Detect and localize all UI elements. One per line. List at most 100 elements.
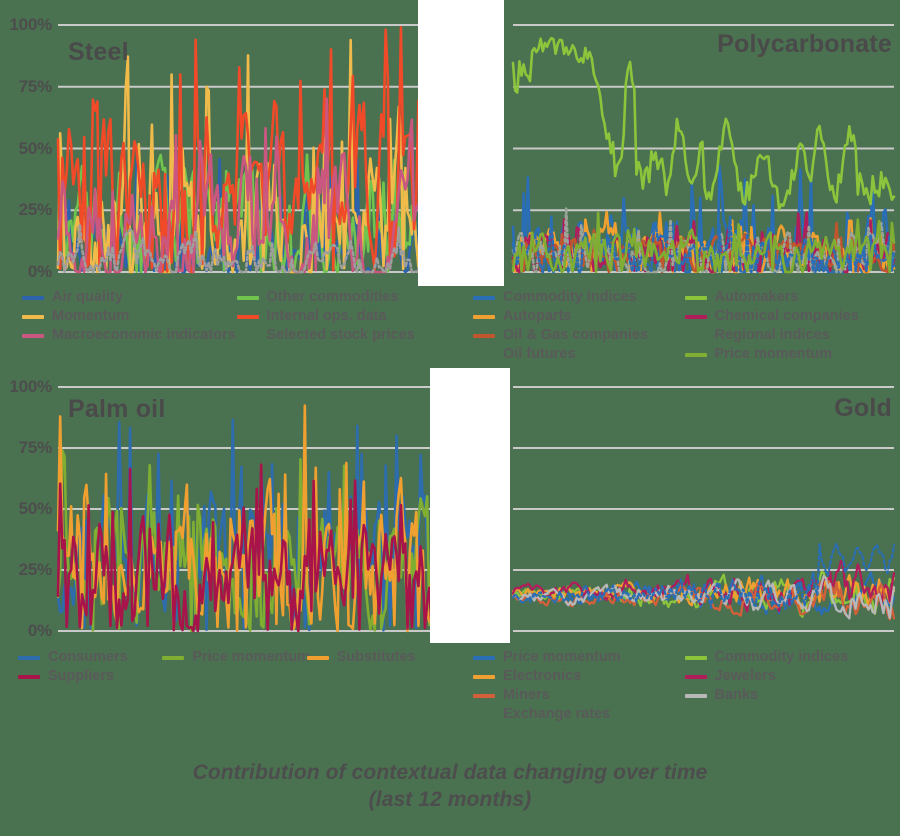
chart-title-steel: Steel bbox=[68, 38, 129, 66]
legend-color-swatch bbox=[473, 693, 495, 698]
caption-line-1: Contribution of contextual data changing… bbox=[192, 760, 708, 784]
line-chart-polycarbonate bbox=[511, 24, 896, 274]
legend-item-label: Chemical companies bbox=[714, 308, 859, 324]
legend-item-label: Consumers bbox=[48, 649, 128, 665]
legend-color-swatch bbox=[22, 295, 44, 300]
legend-item-label: Substitutes bbox=[336, 649, 416, 665]
legend-item[interactable]: Chemical companies bbox=[684, 307, 897, 326]
legend-item-label: Miners bbox=[503, 687, 550, 703]
legend-color-swatch bbox=[685, 333, 707, 338]
legend-color-swatch bbox=[473, 655, 495, 660]
y-axis-tick-label: 100% bbox=[9, 15, 52, 34]
series-line bbox=[56, 223, 451, 274]
series-line bbox=[56, 463, 451, 633]
series-line bbox=[511, 542, 896, 611]
legend-item[interactable]: Suppliers bbox=[18, 667, 162, 686]
chart-panel-steel: 100% 75% 50% 25% 0% Steel Air quality Other c… bbox=[0, 0, 455, 360]
legend-item[interactable]: Price momentum bbox=[162, 648, 310, 667]
legend-item-label: Internal ops. data bbox=[266, 308, 387, 324]
legend-item[interactable]: Momentum bbox=[22, 307, 237, 326]
y-axis-tick-label: 50% bbox=[18, 138, 53, 158]
legend-item[interactable]: Automakers bbox=[684, 288, 897, 307]
legend-item[interactable]: Macroeconomic indicators bbox=[22, 326, 237, 345]
legend-item[interactable]: Price momentum bbox=[684, 345, 897, 364]
legend-item[interactable]: Commodity indices bbox=[684, 648, 897, 667]
legend-color-swatch bbox=[473, 314, 495, 319]
series-line bbox=[511, 36, 896, 211]
y-axis-tick-label: 75% bbox=[18, 438, 53, 457]
legend-steel: Air quality Other commodities Momentum Inte… bbox=[22, 288, 451, 345]
legend-color-swatch bbox=[473, 295, 495, 300]
chart-title-palmoil: Palm oil bbox=[68, 395, 166, 423]
legend-color-swatch bbox=[22, 314, 44, 319]
legend-item[interactable]: Oil futures bbox=[473, 345, 685, 364]
legend-item[interactable]: Autoparts bbox=[473, 307, 685, 326]
legend-item-label: Electronics bbox=[503, 668, 582, 684]
legend-item[interactable]: Oil & Gas companies bbox=[473, 326, 685, 345]
legend-item-label: Autoparts bbox=[503, 308, 572, 324]
legend-item[interactable]: Electronics bbox=[473, 667, 685, 686]
legend-item-label: Momentum bbox=[52, 308, 130, 324]
legend-color-swatch bbox=[18, 655, 40, 660]
legend-item[interactable]: Regional indices bbox=[685, 326, 897, 345]
series-line bbox=[56, 26, 451, 274]
legend-item[interactable]: Exchange rates bbox=[473, 705, 685, 724]
series-line bbox=[511, 559, 896, 613]
legend-item[interactable]: Consumers bbox=[18, 648, 162, 667]
legend-palmoil: Consumers Price momentum Substitutes Suppli… bbox=[18, 648, 451, 686]
legend-color-swatch bbox=[473, 674, 495, 679]
y-axis-tick-label: 75% bbox=[18, 76, 53, 96]
legend-polycarbonate: Commodity indices Automakers Autoparts Chem… bbox=[473, 288, 896, 364]
legend-item-label: Macroeconomic indicators bbox=[52, 327, 236, 343]
legend-item-label: Price momentum bbox=[503, 649, 621, 665]
series-line bbox=[511, 211, 896, 274]
legend-item[interactable]: Jewelers bbox=[684, 667, 897, 686]
chart-title-gold: Gold bbox=[834, 394, 892, 422]
legend-item[interactable]: Miners bbox=[473, 686, 685, 705]
legend-color-swatch bbox=[306, 655, 329, 660]
legend-item-label: Other commodities bbox=[266, 289, 399, 305]
plot-area-steel: 100% 75% 50% 25% 0% bbox=[0, 0, 455, 285]
legend-item-label: Commodity indices bbox=[714, 649, 849, 665]
legend-color-swatch bbox=[684, 314, 707, 319]
legend-item-label: Regional indices bbox=[714, 327, 830, 343]
line-chart-palmoil bbox=[56, 386, 451, 633]
legend-color-swatch bbox=[473, 712, 495, 717]
legend-item-label: Banks bbox=[714, 687, 759, 703]
legend-item[interactable]: Selected stock prices bbox=[237, 326, 452, 345]
legend-item-label: Exchange rates bbox=[503, 706, 611, 722]
legend-item-label: Air quality bbox=[52, 289, 123, 305]
legend-item[interactable]: Commodity indices bbox=[473, 288, 685, 307]
legend-gold: Price momentum Commodity indices Electroni… bbox=[473, 648, 896, 724]
legend-color-swatch bbox=[473, 333, 495, 338]
caption-line-2: (last 12 months) bbox=[368, 788, 532, 812]
legend-item[interactable]: Substitutes bbox=[306, 648, 451, 667]
figure-caption: Contribution of contextual data changing… bbox=[0, 759, 900, 814]
legend-color-swatch bbox=[473, 352, 495, 357]
legend-item-label: Suppliers bbox=[48, 668, 115, 684]
legend-item[interactable]: Internal ops. data bbox=[236, 307, 452, 326]
legend-color-swatch bbox=[684, 352, 707, 357]
chart-panel-palmoil: 100% 75% 50% 25% 0% Palm oil Consumers Price … bbox=[0, 362, 455, 730]
line-chart-steel bbox=[56, 24, 451, 274]
y-axis-tick-label: 0% bbox=[27, 262, 52, 281]
chart-panel-polycarbonate: Polycarbonate Commodity indices Automaker… bbox=[455, 0, 900, 362]
legend-item-label: Oil futures bbox=[503, 346, 576, 362]
y-axis-tick-label: 25% bbox=[18, 200, 53, 220]
legend-item[interactable]: Banks bbox=[684, 686, 897, 705]
legend-item[interactable]: Price momentum bbox=[473, 648, 685, 667]
legend-color-swatch bbox=[684, 693, 707, 698]
legend-item[interactable]: Air quality bbox=[22, 288, 237, 307]
legend-item-label: Oil & Gas companies bbox=[503, 327, 649, 343]
legend-item-label: Price momentum bbox=[192, 649, 310, 665]
y-axis-tick-label: 100% bbox=[9, 376, 52, 396]
legend-color-swatch bbox=[684, 295, 707, 300]
legend-item-label: Price momentum bbox=[714, 346, 833, 362]
legend-item[interactable]: Other commodities bbox=[236, 288, 452, 307]
y-axis-tick-label: 0% bbox=[27, 621, 52, 640]
legend-color-swatch bbox=[684, 674, 707, 679]
legend-color-swatch bbox=[236, 295, 259, 300]
legend-color-swatch bbox=[236, 314, 259, 319]
y-axis-tick-label: 50% bbox=[18, 499, 53, 518]
